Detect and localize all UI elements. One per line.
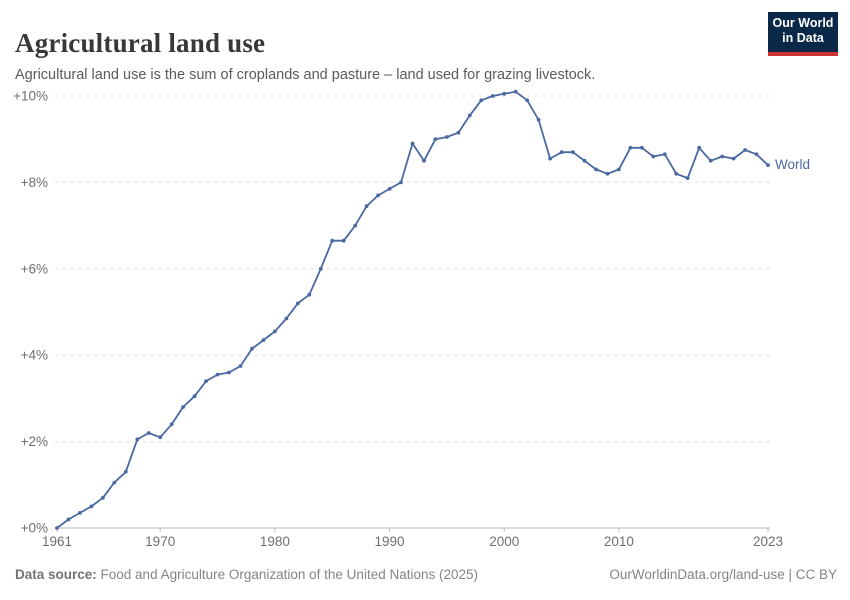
data-point[interactable]: [697, 145, 702, 150]
data-point[interactable]: [754, 152, 759, 157]
owid-logo-line2: in Data: [782, 31, 824, 45]
data-point[interactable]: [617, 167, 621, 172]
chart-subtitle: Agricultural land use is the sum of crop…: [15, 66, 596, 83]
data-point[interactable]: [582, 158, 587, 163]
data-point[interactable]: [640, 145, 644, 150]
data-point[interactable]: [55, 526, 59, 530]
data-point[interactable]: [78, 511, 82, 515]
data-point[interactable]: [571, 150, 575, 155]
data-point[interactable]: [181, 405, 186, 409]
data-point[interactable]: [685, 176, 690, 180]
y-axis-label: +8%: [21, 175, 48, 190]
data-point[interactable]: [295, 301, 300, 306]
data-point[interactable]: [513, 89, 518, 94]
data-point[interactable]: [490, 94, 495, 98]
owid-logo-line1: Our World: [772, 16, 834, 30]
world-series-line[interactable]: [56, 90, 769, 529]
line-chart-plot-area[interactable]: +0% +2% +4% +6% +8% +10% 1961 1970 1980 1990 2000 2…: [0, 82, 850, 554]
data-point[interactable]: [720, 154, 724, 159]
data-point[interactable]: [422, 158, 426, 163]
y-axis-label: +4%: [21, 348, 48, 363]
data-point[interactable]: [525, 98, 530, 103]
x-axis-label: 2010: [604, 534, 634, 549]
x-axis-label: 2023: [753, 534, 783, 549]
data-point[interactable]: [628, 145, 633, 150]
data-point[interactable]: [662, 152, 667, 157]
data-point[interactable]: [410, 141, 415, 146]
data-point[interactable]: [66, 517, 71, 522]
data-point[interactable]: [651, 154, 656, 159]
owid-logo[interactable]: Our World in Data: [768, 12, 838, 56]
data-point[interactable]: [731, 156, 736, 161]
data-point[interactable]: [318, 266, 323, 271]
data-point[interactable]: [89, 504, 94, 509]
data-point[interactable]: [341, 238, 346, 243]
x-axis-label: 1961: [42, 534, 72, 549]
data-point[interactable]: [766, 163, 770, 167]
data-point[interactable]: [433, 137, 438, 142]
data-point[interactable]: [330, 238, 335, 243]
data-point[interactable]: [479, 98, 484, 103]
data-point[interactable]: [387, 187, 392, 191]
y-axis-label: +2%: [21, 434, 48, 449]
data-point[interactable]: [467, 113, 472, 118]
page-title: Agricultural land use: [15, 28, 266, 59]
data-point[interactable]: [215, 372, 220, 377]
data-point[interactable]: [548, 156, 552, 161]
data-point[interactable]: [284, 316, 289, 321]
data-point[interactable]: [250, 346, 254, 351]
data-source-text: Food and Agriculture Organization of the…: [96, 567, 479, 582]
data-point[interactable]: [261, 338, 266, 342]
data-point[interactable]: [204, 379, 209, 383]
data-point[interactable]: [502, 91, 507, 96]
data-point[interactable]: [536, 117, 541, 122]
y-axis-label: +0%: [21, 521, 48, 536]
data-point[interactable]: [146, 431, 151, 435]
data-point[interactable]: [605, 171, 610, 176]
data-point[interactable]: [743, 148, 747, 152]
data-point[interactable]: [674, 171, 679, 176]
data-source-note: Data source: Food and Agriculture Organi…: [15, 567, 478, 582]
data-point[interactable]: [238, 364, 243, 368]
x-axis-label: 2000: [489, 534, 519, 549]
data-point[interactable]: [135, 437, 140, 442]
data-point[interactable]: [559, 150, 564, 155]
data-point[interactable]: [364, 204, 369, 209]
data-point[interactable]: [456, 130, 461, 135]
chart-footer: Data source: Food and Agriculture Organi…: [15, 567, 837, 582]
data-point[interactable]: [169, 422, 174, 427]
x-axis-label: 1970: [145, 534, 175, 549]
entity-label-world[interactable]: World: [775, 157, 811, 173]
data-point[interactable]: [708, 158, 713, 163]
y-axis-label: +6%: [21, 261, 48, 276]
data-point[interactable]: [353, 223, 358, 228]
y-axis-label: +10%: [13, 89, 48, 104]
data-point[interactable]: [307, 292, 312, 297]
data-point[interactable]: [594, 167, 598, 172]
data-point[interactable]: [192, 394, 197, 399]
data-point[interactable]: [445, 135, 449, 139]
data-point[interactable]: [376, 193, 380, 198]
data-source-label: Data source:: [15, 567, 97, 582]
data-point[interactable]: [227, 370, 231, 375]
data-point[interactable]: [158, 435, 163, 440]
data-point[interactable]: [123, 469, 128, 474]
data-point[interactable]: [101, 495, 105, 500]
data-point[interactable]: [399, 180, 403, 185]
attribution-link[interactable]: OurWorldinData.org/land-use | CC BY: [609, 567, 837, 582]
data-point[interactable]: [273, 329, 277, 334]
data-point[interactable]: [112, 480, 117, 485]
x-axis-label: 1990: [375, 534, 405, 549]
x-axis-label: 1980: [260, 534, 290, 549]
